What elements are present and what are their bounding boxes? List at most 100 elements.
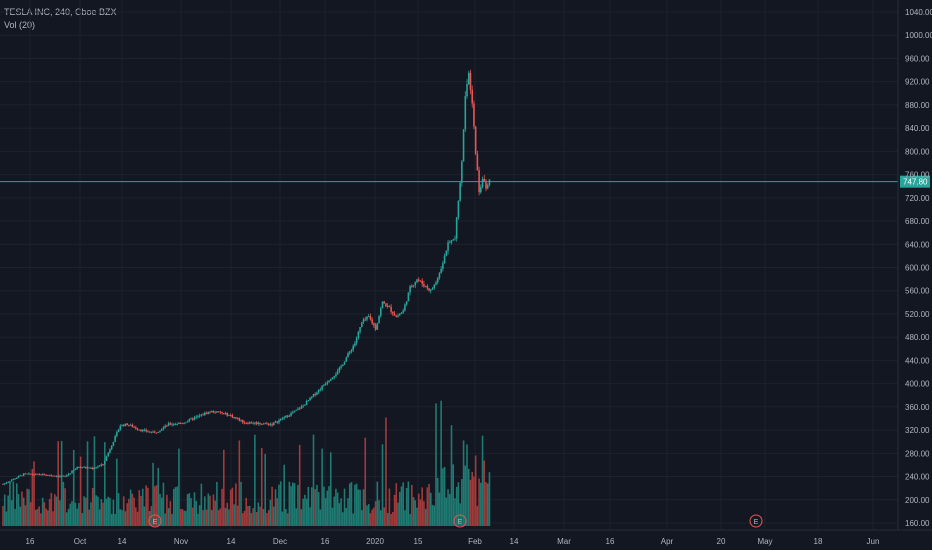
volume-bar [16, 483, 18, 526]
volume-bar [331, 507, 334, 526]
volume-bar [335, 488, 337, 526]
volume-bar [107, 496, 110, 526]
candle-body [417, 279, 420, 281]
volume-bar [179, 509, 182, 526]
time-tick-label: 14 [227, 537, 236, 546]
candle-body [488, 179, 491, 186]
candle-body [212, 411, 215, 413]
volume-bar [235, 483, 237, 526]
candle-body [307, 400, 310, 402]
candle-body [3, 483, 6, 485]
time-tick-label: 14 [118, 537, 127, 546]
candle-body [355, 338, 358, 344]
candle-body [221, 412, 223, 414]
candle-body [136, 428, 139, 430]
candle-body [45, 475, 47, 476]
candle-body [28, 473, 30, 475]
candle-body [229, 414, 232, 416]
volume-bar [190, 498, 192, 526]
candle-body [159, 430, 161, 432]
volume-bar [197, 513, 199, 526]
candle-body [148, 431, 151, 433]
volume-bar [85, 497, 87, 526]
candle-body [5, 482, 8, 484]
volume-bar [286, 513, 289, 526]
volume-bar [117, 493, 120, 526]
volume-bar [371, 509, 373, 526]
candle-body [109, 449, 111, 453]
candle-body [59, 476, 61, 477]
volume-bar [367, 504, 370, 526]
volume-bar [185, 510, 187, 526]
volume-bar [140, 495, 142, 526]
volume-bar [116, 458, 118, 526]
price-tick-label: 280.00 [905, 449, 930, 458]
volume-bar [397, 502, 399, 526]
volume-bar [167, 508, 170, 526]
volume-indicator-label[interactable]: Vol (20) [4, 20, 36, 30]
candle-body [364, 319, 367, 321]
volume-bar [26, 488, 28, 526]
earnings-marker-label: E [458, 519, 463, 526]
time-axis[interactable]: 16 Oct 14 Nov 14 Dec 16 2020 15 Feb 14 Mar 16 Apr 20 Ma… [0, 529, 932, 546]
candle-body [285, 415, 287, 418]
candle-body [233, 417, 235, 418]
volume-bar [214, 500, 216, 526]
volume-bar [312, 434, 315, 526]
time-tick-label: 15 [414, 537, 423, 546]
volume-bar [364, 437, 367, 526]
volume-bar [307, 486, 310, 526]
candle-body [231, 415, 234, 418]
volume-bar [3, 494, 6, 526]
volume-bar [174, 487, 177, 526]
volume-bar [266, 513, 268, 526]
candle-body [414, 282, 417, 286]
volume-bar [379, 510, 382, 526]
candle-body [450, 240, 453, 243]
candle-body [152, 431, 154, 433]
volume-bar [97, 496, 99, 526]
candle-body [122, 424, 125, 426]
volume-bar [22, 497, 25, 526]
volume-bar [33, 461, 35, 526]
candle-body [112, 441, 115, 446]
candle-body [55, 476, 58, 477]
volume-bar [176, 486, 179, 526]
volume-bar [450, 425, 453, 526]
candle-body [445, 250, 448, 256]
volume-bar [217, 510, 220, 526]
candle-body [309, 397, 311, 401]
volume-bar [135, 507, 137, 526]
volume-bar [178, 448, 180, 526]
candle-body [22, 473, 25, 476]
candle-body [293, 410, 296, 413]
candle-body [178, 422, 180, 425]
volume-bar [328, 486, 330, 526]
candle-body [12, 478, 15, 481]
volume-bar [362, 489, 365, 526]
volume-bar [309, 507, 311, 526]
volume-bar [338, 503, 341, 526]
volume-bar [455, 486, 458, 526]
candle-body [90, 468, 92, 469]
candle-body [354, 343, 356, 346]
volume-bar [7, 495, 9, 526]
candle-body [316, 392, 318, 395]
candle-body [255, 422, 258, 424]
candle-body [371, 319, 373, 324]
volume-bar [317, 492, 320, 526]
candle-body [198, 415, 201, 417]
earnings-marker [749, 514, 763, 528]
volume-bar [10, 500, 13, 526]
volume-bar [48, 499, 51, 526]
candle-body [83, 466, 85, 468]
volume-bar [283, 464, 285, 526]
volume-bar [198, 505, 201, 526]
volume-bar [40, 513, 42, 526]
price-axis[interactable]: 1040.00 1000.00 960.00 920.00 880.00 840.00 80… [897, 0, 932, 530]
candle-body [193, 417, 196, 420]
candle-body [404, 304, 406, 311]
volume-bar [319, 509, 322, 526]
